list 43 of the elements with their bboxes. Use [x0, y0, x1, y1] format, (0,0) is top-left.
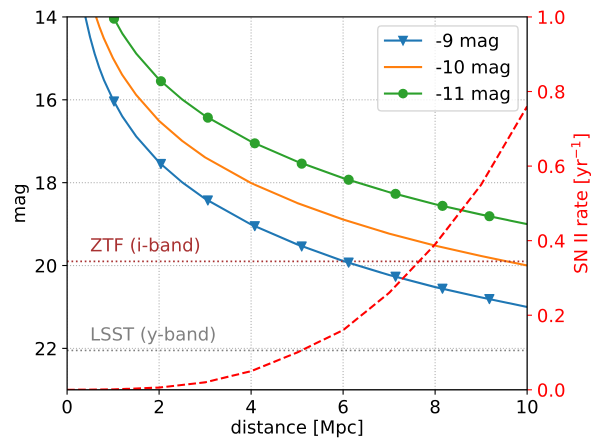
y-tick-label: 18 — [36, 176, 56, 190]
line-series — [84, 16, 528, 308]
y2-tick-label: 0.2 — [538, 308, 564, 322]
legend-label: -11 mag — [436, 86, 510, 104]
x-axis-title: distance [Mpc] — [231, 420, 362, 438]
y2-tick-label: 0.8 — [538, 84, 564, 99]
y2-tick-label: 0.6 — [538, 160, 564, 174]
point — [108, 96, 120, 107]
point — [344, 258, 354, 268]
legend-label: -10 mag — [436, 60, 510, 78]
x-tick-label: 6 — [338, 400, 348, 414]
x-tick-label: 0 — [62, 400, 72, 414]
point — [437, 200, 448, 211]
y2-tick-label: 0.4 — [538, 234, 565, 248]
x-tick-label: 4 — [246, 400, 256, 414]
y-tick-label: 22 — [36, 342, 56, 356]
y2-axis-title: SN II rate [yr$^{−1}$] — [571, 134, 591, 273]
y2-tick-label: 0.0 — [538, 383, 564, 397]
point — [156, 76, 166, 86]
x-tick-label: 10 — [518, 400, 538, 414]
y-tick-label: 14 — [36, 10, 56, 24]
x-tick-label: 8 — [430, 400, 440, 414]
point — [156, 158, 166, 170]
point — [202, 195, 213, 206]
point — [344, 174, 354, 185]
point — [484, 294, 494, 304]
point — [390, 188, 401, 199]
ref-line-label: LSST (y-band) — [92, 326, 215, 344]
point — [484, 211, 494, 222]
point — [296, 241, 307, 252]
point — [296, 158, 307, 169]
point — [390, 272, 401, 282]
y-axis-title: mag — [14, 184, 29, 222]
ref-line-label: ZTF (i-band) — [90, 238, 200, 254]
point — [437, 284, 448, 294]
legend-label: -9 mag — [436, 34, 498, 51]
y-tick-label: 16 — [36, 93, 56, 107]
point — [202, 112, 213, 123]
x-tick-label: 2 — [154, 400, 164, 414]
point — [250, 138, 260, 148]
y-tick-label: 20 — [36, 258, 56, 273]
y2-tick-label: 1.0 — [538, 10, 564, 24]
point — [250, 221, 260, 232]
